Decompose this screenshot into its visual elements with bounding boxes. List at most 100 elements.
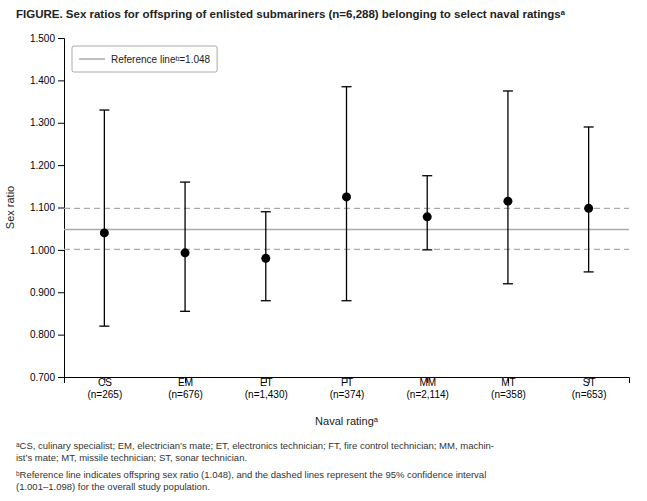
error-cap-upper	[503, 90, 513, 91]
x-tick: MT(n=358)	[491, 377, 526, 400]
text-line: ET	[260, 377, 273, 388]
y-tick-mark	[58, 165, 64, 166]
y-tick-label: 0.800	[30, 329, 55, 340]
y-axis: 0.700 0.800 0.900 1.000 1.100 1.200 1.300 1.400…	[30, 33, 65, 383]
legend-label: Reference lineᵇ=1.048	[111, 54, 211, 65]
error-cap-upper	[342, 86, 352, 87]
y-tick-mark	[58, 335, 64, 336]
point	[584, 204, 593, 213]
x-tick: EM(n=676)	[168, 377, 203, 400]
x-tick-label: MT(n=358)	[491, 377, 526, 400]
text-line: CS	[98, 377, 112, 388]
error-cap-lower	[422, 249, 432, 250]
x-tick-label: ST(n=653)	[572, 377, 607, 400]
title: FIGURE. Sex ratios for offspring of enli…	[16, 8, 566, 20]
text-line: (1.001–1.098) for the overall study popu…	[16, 481, 210, 492]
error-cap-lower	[261, 300, 271, 301]
error-bar-group	[342, 87, 352, 301]
text-line: (n=265)	[87, 389, 122, 400]
error-bar-group	[503, 91, 513, 284]
text-line: (n=374)	[330, 389, 365, 400]
y-tick-label: 1.500	[30, 33, 55, 44]
error-cap-upper	[261, 211, 271, 212]
error-bar-group	[584, 127, 594, 272]
y-axis-title: Sex ratio	[4, 186, 16, 229]
y-tick: 1.200	[30, 160, 64, 171]
text-line: MT	[501, 377, 515, 388]
y-tick-mark	[58, 250, 64, 251]
point	[342, 192, 351, 201]
text-line: (n=358)	[491, 389, 526, 400]
y-tick: 1.300	[30, 117, 64, 128]
y-tick: 1.400	[30, 75, 64, 86]
point	[423, 212, 432, 221]
y-tick: 1.500	[30, 33, 64, 44]
legend: Reference lineᵇ=1.048	[72, 46, 217, 72]
y-tick-label: 0.700	[30, 372, 55, 383]
text-line: (n=653)	[572, 389, 607, 400]
text-line: (n=676)	[168, 389, 203, 400]
x-tick-label: MM(n=2,114)	[407, 377, 449, 400]
error-bar	[588, 127, 589, 272]
x-tick: CS(n=265)	[87, 377, 122, 400]
y-tick-mark	[58, 292, 64, 293]
error-cap-upper	[180, 181, 190, 182]
y-tick: 0.800	[30, 329, 64, 340]
x-axis: CS(n=265) EM(n=676) ET(n=1,430) FT(n=374) MM…	[65, 377, 630, 400]
error-bar-group	[99, 110, 109, 326]
footnote: ᵃCS, culinary specialist; EM, electricia…	[16, 440, 494, 464]
plot: 0.700 0.800 0.900 1.000 1.100 1.200 1.300 1.400…	[4, 33, 630, 427]
point	[100, 228, 109, 237]
y-tick-mark	[58, 38, 64, 39]
x-tick: ET(n=1,430)	[245, 377, 288, 400]
chart: FIGURE. Sex ratios for offspring of enli…	[0, 0, 647, 501]
y-tick-label: 1.200	[30, 160, 55, 171]
error-bar	[507, 91, 508, 284]
text-line: ᵃCS, culinary specialist; EM, electricia…	[16, 440, 494, 451]
text-line: FT	[341, 377, 353, 388]
y-tick-label: 1.100	[30, 202, 55, 213]
error-bar-group	[422, 176, 432, 250]
y-tick-mark	[58, 80, 64, 81]
text-line: (n=2,114)	[407, 389, 449, 400]
y-tick-label: 1.000	[30, 245, 55, 256]
text-line: ᵇReference line indicates offspring sex …	[16, 469, 486, 480]
footnote: ᵇReference line indicates offspring sex …	[16, 469, 486, 493]
y-tick-mark	[58, 377, 64, 378]
error-cap-upper	[422, 175, 432, 176]
x-tick: ST(n=653)	[572, 377, 607, 400]
x-tick-label: ET(n=1,430)	[245, 377, 288, 400]
error-cap-upper	[99, 109, 109, 110]
error-cap-lower	[342, 300, 352, 301]
error-bar	[104, 110, 105, 326]
legend-box	[72, 46, 217, 72]
text-line: (n=1,430)	[245, 389, 288, 400]
point	[261, 254, 270, 263]
error-bar-group	[261, 212, 271, 301]
error-cap-lower	[503, 283, 513, 284]
y-tick: 1.000	[30, 245, 64, 256]
text-line: ist’s mate; MT, missile technician; ST, …	[16, 452, 247, 463]
text-line: EM	[178, 377, 193, 388]
y-tick: 1.100	[30, 202, 64, 213]
error-bar-group	[180, 182, 190, 311]
y-tick-label: 0.900	[30, 287, 55, 298]
y-tick-label: 1.300	[30, 117, 55, 128]
text-line: ST	[583, 377, 596, 388]
y-tick: 0.900	[30, 287, 64, 298]
error-bar	[184, 182, 185, 311]
y-tick-mark	[58, 123, 64, 124]
y-tick-mark	[58, 208, 64, 209]
error-cap-upper	[584, 126, 594, 127]
y-tick-label: 1.400	[30, 75, 55, 86]
text-line: MM	[419, 377, 436, 388]
x-axis-title: Naval ratingᵃ	[315, 415, 379, 427]
point	[181, 248, 190, 257]
marks	[64, 87, 629, 326]
x-tick-label: FT(n=374)	[330, 377, 365, 400]
error-cap-lower	[584, 271, 594, 272]
y-tick: 0.700	[30, 372, 64, 383]
point	[503, 197, 512, 206]
error-cap-lower	[180, 311, 190, 312]
y-axis-line	[58, 39, 65, 378]
